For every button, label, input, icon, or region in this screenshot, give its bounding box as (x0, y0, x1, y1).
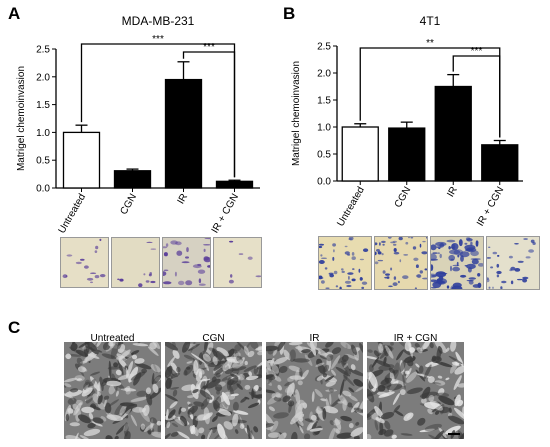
bar-ir-cgn (215, 180, 254, 189)
cell-texture (64, 342, 161, 439)
invasion-image-cgn (111, 237, 160, 288)
stain-texture (228, 240, 261, 284)
panel-label-a: A (8, 4, 21, 23)
micrograph-label-ir: IR (309, 333, 320, 344)
significance-bracket-1 (182, 51, 236, 178)
micrograph-label-untreated: Untreated (90, 333, 135, 344)
bar-cgn (113, 170, 152, 189)
y-tick-label-0: 0.0 (317, 177, 331, 188)
invasion-image-4t1-ir-cgn (486, 236, 540, 290)
x-tick-label-ir: IR (445, 185, 460, 199)
y-tick-label-1: 0.5 (36, 156, 50, 167)
x-tick-label-untreated: Untreated (57, 192, 88, 235)
chart-title: MDA-MB-231 (122, 14, 195, 28)
micrograph-label-ir-cgn: IR + CGN (393, 333, 438, 344)
invasion-image-untreated (60, 237, 109, 288)
y-tick-label-3: 1.5 (36, 100, 50, 111)
micrograph-row (64, 342, 464, 439)
invasion-image-ir-cgn (213, 237, 262, 288)
chart-mda-mb-231: MDA-MB-231 0.0 0.5 1.0 1.5 2.0 2.5 Matrigel che… (16, 14, 260, 235)
y-tick-label-5: 2.5 (317, 42, 331, 53)
x-tick-label-untreated: Untreated (335, 185, 366, 229)
significance-bracket-0 (80, 43, 236, 178)
panel-label-c: C (8, 318, 21, 337)
invasion-images-4t1 (318, 236, 540, 290)
invasion-image-ir (162, 237, 211, 288)
significance-label-0: ** (426, 38, 434, 49)
stain-texture (431, 237, 483, 289)
y-tick-label-2: 1.0 (317, 123, 331, 134)
bar-ir-cgn (481, 144, 519, 182)
cell-texture (367, 342, 464, 439)
y-tick-label-1: 0.5 (317, 150, 331, 161)
y-tick-label-2: 1.0 (36, 128, 50, 139)
x-tick-label-ir: IR (176, 192, 191, 206)
micrograph-ir (266, 342, 363, 439)
chart-title: 4T1 (420, 14, 441, 28)
panel-label-b: B (283, 4, 296, 23)
micrograph-cgn (165, 342, 262, 439)
bar-ir (164, 78, 203, 189)
invasion-images-mda-mb-231 (60, 237, 262, 288)
stain-texture (487, 238, 536, 289)
y-tick-label-3: 1.5 (317, 96, 331, 107)
y-tick-label-5: 2.5 (36, 45, 50, 56)
bar-ir (434, 85, 472, 182)
invasion-image-4t1-ir (430, 236, 484, 290)
stain-texture (375, 237, 427, 289)
bar-cgn (388, 127, 426, 182)
bar-untreated (62, 131, 101, 189)
stain-texture (319, 237, 369, 289)
micrograph-label-cgn: CGN (202, 333, 225, 344)
x-tick-label-cgn: CGN (393, 185, 414, 210)
micrograph-untreated (64, 342, 161, 439)
cell-texture (266, 342, 363, 439)
stain-texture (62, 238, 106, 284)
significance-label-1: *** (471, 46, 483, 57)
significance-bracket-0 (359, 47, 501, 138)
y-axis-label: Matrigel chemoinvasion (291, 61, 302, 166)
significance-label-0: *** (152, 34, 164, 45)
significance-label-1: *** (203, 42, 215, 53)
invasion-image-4t1-untreated (318, 236, 372, 290)
x-tick-label-cgn: CGN (118, 192, 139, 217)
y-tick-label-0: 0.0 (36, 184, 50, 195)
stain-texture (163, 238, 210, 286)
bar-untreated (341, 126, 379, 182)
significance-bracket-1 (452, 55, 501, 138)
x-tick-label-ir-cgn: IR + CGN (475, 185, 506, 228)
y-axis-label: Matrigel chemoinvasion (16, 66, 27, 171)
stain-texture (117, 241, 157, 287)
cell-texture (165, 342, 262, 439)
micrograph-ir-cgn (367, 342, 464, 439)
chart-4t1: 4T1 0.0 0.5 1.0 1.5 2.0 2.5 Matrigel chemoinvas… (291, 14, 523, 229)
invasion-image-4t1-cgn (374, 236, 428, 290)
y-tick-label-4: 2.0 (317, 69, 331, 80)
y-tick-label-4: 2.0 (36, 72, 50, 83)
x-tick-label-ir-cgn: IR + CGN (210, 192, 241, 235)
scale-bar (448, 433, 460, 435)
